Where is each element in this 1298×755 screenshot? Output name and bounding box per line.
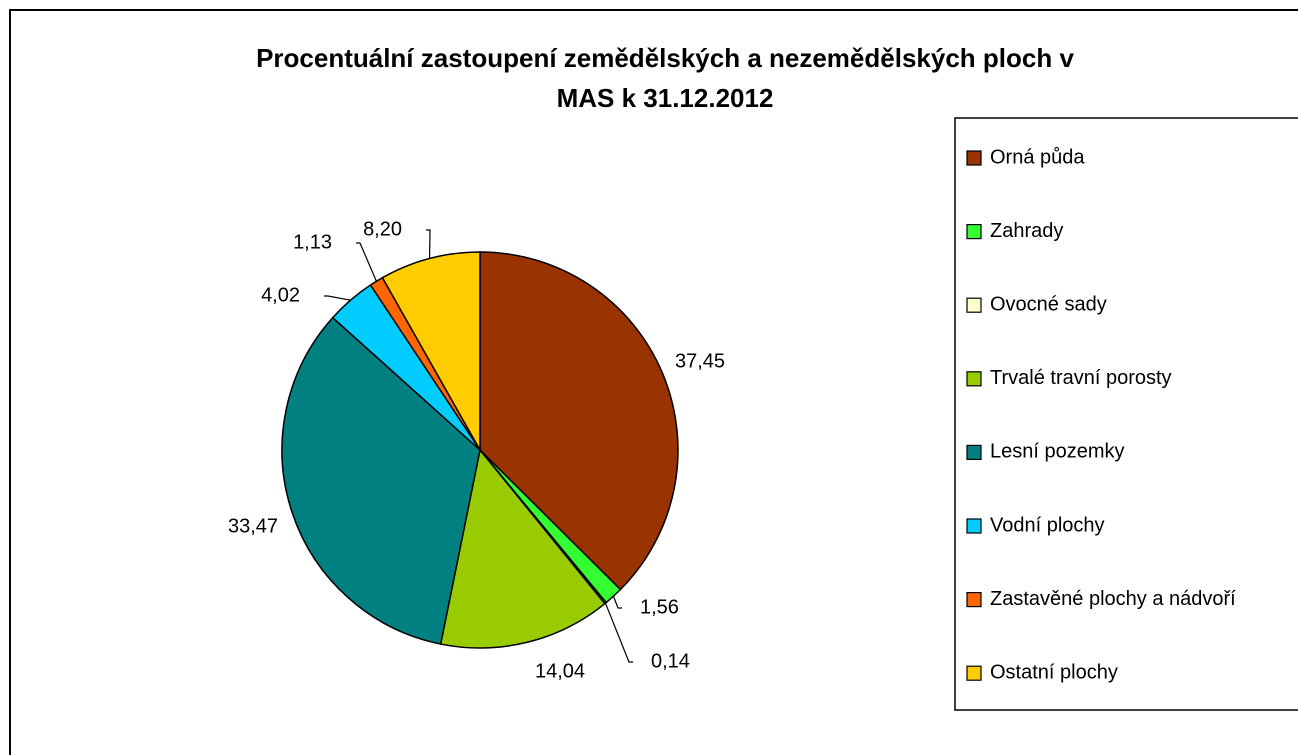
data-label: 1,56 [640, 596, 679, 618]
data-label: 37,45 [675, 350, 725, 372]
leader-line [604, 602, 633, 663]
leader-line [324, 295, 351, 301]
legend-swatch [966, 444, 982, 460]
legend-label: Zastavěné plochy a nádvoří [990, 588, 1236, 610]
leader-line [612, 596, 622, 609]
data-label: 4,02 [261, 284, 300, 306]
legend-swatch [966, 665, 982, 681]
legend-swatch [966, 371, 982, 387]
legend-label: Trvalé travní porosty [990, 367, 1172, 389]
legend-label: Lesní pozemky [990, 441, 1125, 463]
pie-slice [381, 251, 481, 453]
data-label: 1,13 [293, 231, 332, 253]
legend-swatch [966, 518, 982, 534]
legend-label: Zahrady [990, 220, 1063, 242]
leader-line [426, 229, 431, 259]
legend-label: Ostatní plochy [990, 661, 1118, 683]
pie-slice [479, 251, 679, 591]
leader-line [356, 242, 377, 282]
legend [954, 117, 1298, 711]
pie-slice [439, 448, 606, 649]
legend-swatch [966, 297, 982, 313]
legend-swatch [966, 150, 982, 166]
legend-label: Orná půda [990, 146, 1085, 168]
data-label: 8,20 [363, 218, 402, 240]
pie-slice [281, 316, 481, 645]
legend-swatch [966, 591, 982, 608]
chart-title: Procentuální zastoupení zemědělských a n… [256, 43, 1074, 73]
legend-label: Ovocné sady [990, 293, 1107, 315]
chart-title: MAS k 31.12.2012 [557, 83, 774, 113]
legend-label: Vodní plochy [990, 514, 1105, 536]
data-label: 14,04 [535, 660, 585, 682]
data-label: 33,47 [228, 515, 278, 537]
legend-swatch [966, 224, 982, 240]
data-label: 0,14 [651, 650, 690, 672]
